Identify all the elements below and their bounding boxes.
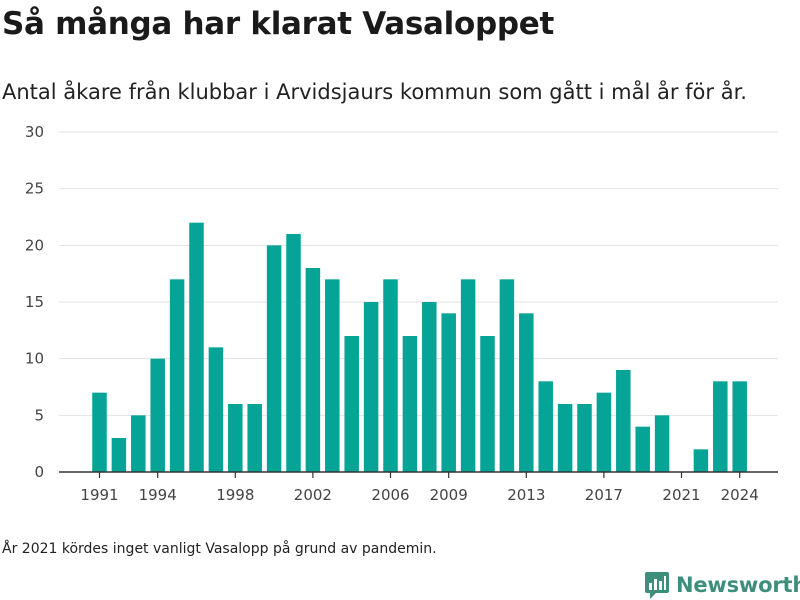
y-tick-label: 30 bbox=[25, 123, 44, 141]
bar-2001 bbox=[286, 234, 301, 472]
bar-2007 bbox=[402, 336, 418, 472]
logo-text: Newsworthy bbox=[676, 573, 800, 597]
bar-2013 bbox=[519, 313, 534, 472]
bar-2017 bbox=[596, 392, 612, 472]
y-tick-label: 25 bbox=[25, 180, 44, 198]
bar-2008 bbox=[422, 302, 437, 472]
bar-2002 bbox=[305, 268, 321, 472]
bar-2009 bbox=[441, 313, 456, 472]
y-tick-label: 0 bbox=[34, 463, 44, 481]
x-tick-label: 2013 bbox=[507, 486, 545, 504]
bar-1998 bbox=[228, 404, 243, 472]
bar-2024 bbox=[732, 381, 747, 472]
bar-2012 bbox=[499, 279, 515, 472]
y-tick-label: 20 bbox=[25, 236, 44, 254]
bar-2022 bbox=[693, 449, 709, 472]
x-axis bbox=[59, 471, 778, 478]
bars bbox=[92, 222, 747, 472]
bar-1994 bbox=[150, 358, 165, 472]
bar-2023 bbox=[713, 381, 728, 472]
newsworthy-logo: Newsworthy bbox=[644, 570, 800, 600]
bar-2006 bbox=[383, 279, 398, 472]
bar-1997 bbox=[208, 347, 224, 472]
bar-1995 bbox=[169, 279, 185, 472]
bar-1992 bbox=[111, 438, 127, 472]
bar-2005 bbox=[363, 302, 379, 472]
footnote: År 2021 kördes inget vanligt Vasalopp på… bbox=[2, 541, 437, 557]
chart-subtitle: Antal åkare från klubbar i Arvidsjaurs k… bbox=[2, 80, 747, 104]
x-tick-label: 2017 bbox=[585, 486, 623, 504]
x-tick-label: 2002 bbox=[294, 486, 332, 504]
bar-2020 bbox=[654, 415, 670, 472]
y-axis-labels: 0 5 10 15 20 25 30 bbox=[25, 123, 44, 481]
bar-2004 bbox=[344, 336, 359, 472]
bar-2018 bbox=[616, 370, 631, 472]
bar-2016 bbox=[577, 404, 592, 472]
chart-title: Så många har klarat Vasaloppet bbox=[2, 6, 555, 42]
x-tick-label: 2024 bbox=[721, 486, 759, 504]
bar-2014 bbox=[538, 381, 553, 472]
bar-2003 bbox=[325, 279, 340, 472]
bar-1999 bbox=[247, 404, 262, 472]
y-tick-label: 15 bbox=[25, 293, 44, 311]
y-tick-label: 10 bbox=[25, 350, 44, 368]
newsworthy-logo-icon bbox=[645, 572, 669, 599]
bar-2011 bbox=[480, 336, 495, 472]
x-axis-labels: 1991 1994 1998 2002 2006 2009 2013 2017 2021 2024 bbox=[80, 486, 758, 504]
y-tick-label: 5 bbox=[34, 406, 44, 424]
x-tick-label: 1994 bbox=[139, 486, 177, 504]
x-tick-label: 2009 bbox=[430, 486, 468, 504]
bar-2010 bbox=[460, 279, 476, 472]
bar-2000 bbox=[266, 245, 282, 472]
bar-2019 bbox=[635, 426, 650, 472]
x-tick-label: 2021 bbox=[662, 486, 700, 504]
bar-1991 bbox=[92, 392, 107, 472]
bar-1996 bbox=[189, 222, 204, 472]
x-tick-label: 2006 bbox=[371, 486, 409, 504]
bar-2015 bbox=[557, 404, 573, 472]
x-tick-label: 1991 bbox=[80, 486, 118, 504]
bar-1993 bbox=[131, 415, 146, 472]
gridlines bbox=[59, 131, 778, 416]
x-tick-label: 1998 bbox=[216, 486, 254, 504]
